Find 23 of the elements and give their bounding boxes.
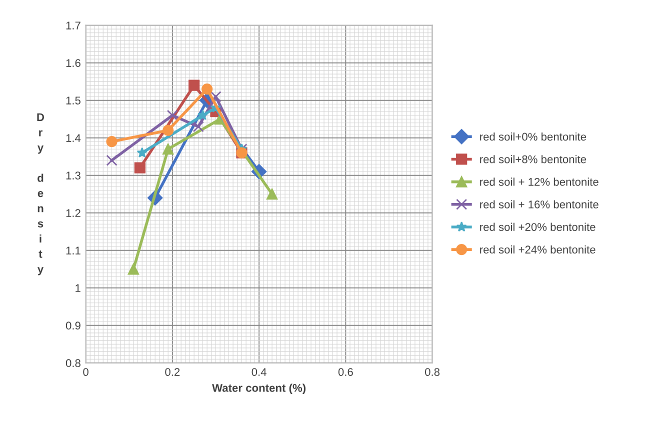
legend-label: red soil +20% bentonite xyxy=(480,222,596,231)
y-tick-label: 1.5 xyxy=(66,96,80,104)
text: Dry density xyxy=(37,113,44,276)
x-tick-label: 0.4 xyxy=(252,368,266,376)
legend-label: red soil + 16% bentonite xyxy=(480,200,598,208)
y-tick-label: 1.6 xyxy=(66,59,80,67)
y-tick-label: 1.4 xyxy=(66,134,81,142)
x-tick-label: 0.8 xyxy=(425,368,440,376)
y-tick-label: 1.2 xyxy=(66,209,80,217)
x-tick-label: 0.6 xyxy=(338,368,353,376)
y-tick-label: 1 xyxy=(76,284,80,292)
x-axis-title: Water content (%) xyxy=(212,384,306,394)
legend-label: red soil +24% bentonite xyxy=(480,245,596,254)
y-tick-label: 0.8 xyxy=(66,359,80,368)
y-tick-label: 1.7 xyxy=(66,22,80,30)
legend-label: red soil + 12% bentonite xyxy=(480,178,598,186)
legend-label: red soil+0% bentonite xyxy=(480,132,586,141)
y-tick-label: 0.9 xyxy=(66,322,80,330)
x-tick-label: 0 xyxy=(83,368,88,376)
y-tick-label: 1.3 xyxy=(66,172,80,180)
y-tick-label: 1.1 xyxy=(66,246,80,254)
legend-label: red soil+8% bentonite xyxy=(480,155,586,164)
x-tick-label: 0.2 xyxy=(165,368,180,376)
